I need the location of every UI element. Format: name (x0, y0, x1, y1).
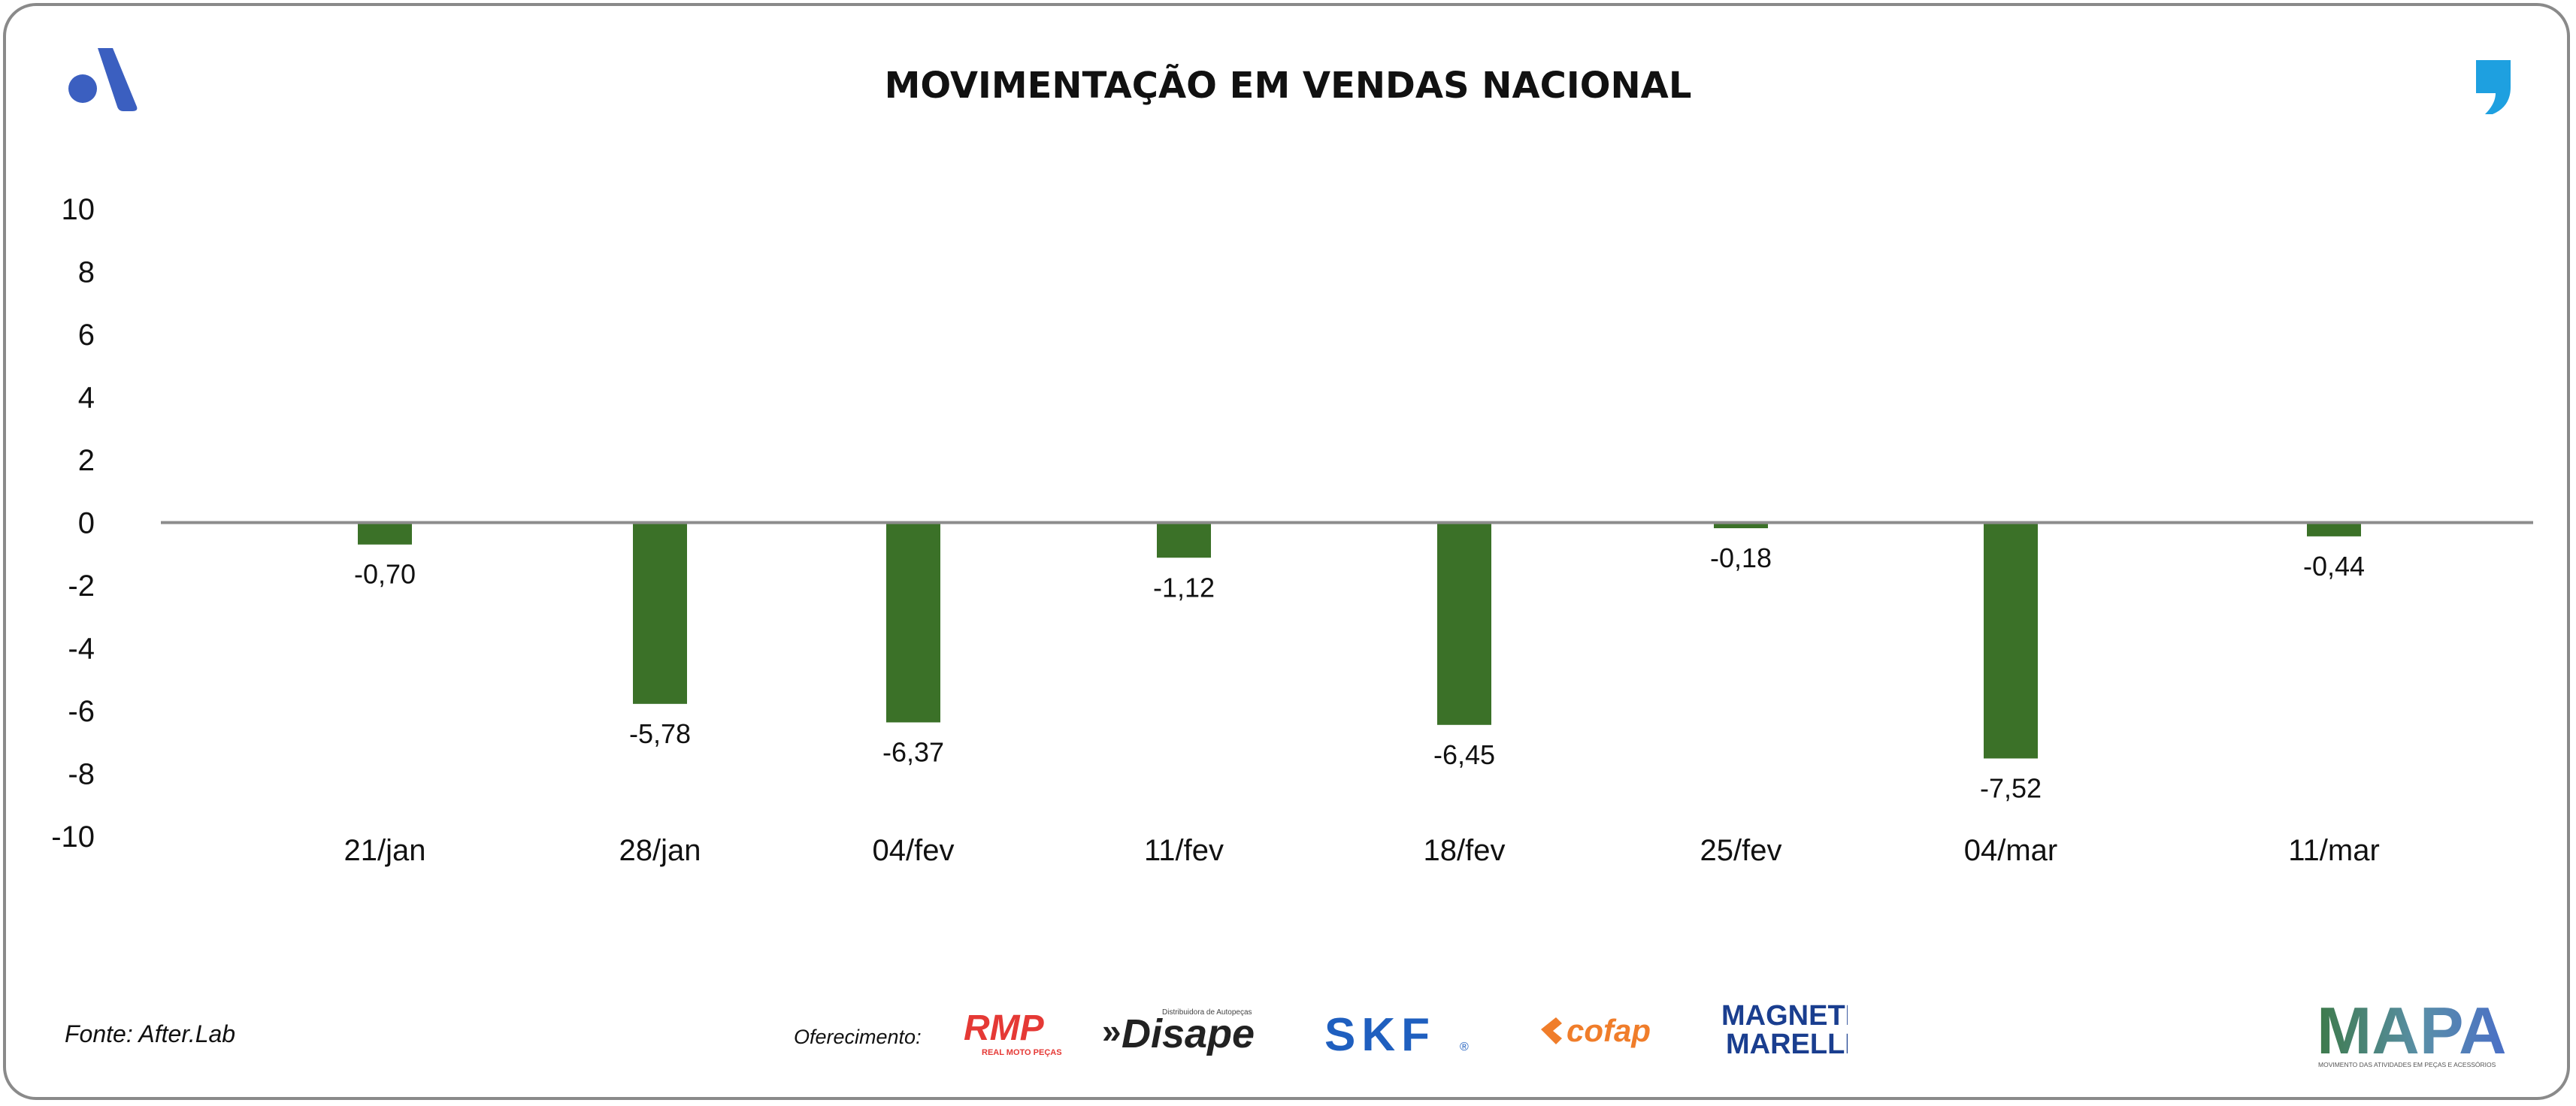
y-tick-label: 2 (78, 444, 95, 477)
marelli-logo-text: MARELLI (1726, 1029, 1848, 1059)
data-label: -0,18 (1710, 542, 1772, 573)
chart-title: MOVIMENTAÇÃO EM VENDAS NACIONAL (884, 65, 1692, 107)
x-category-label: 11/fev (1144, 834, 1224, 867)
cofap-logo-text: cofap (1566, 1013, 1651, 1048)
bar (1157, 522, 1211, 558)
x-category-label: 11/mar (2288, 834, 2380, 867)
y-tick-label: -4 (68, 633, 95, 666)
y-tick-label: 6 (78, 319, 95, 352)
mapa-logo: MAPA MOVIMENTO DAS ATIVIDADES EM PEÇAS E… (2317, 996, 2507, 1068)
data-label: -7,52 (1980, 772, 2042, 803)
sponsor-label: Oferecimento: (794, 1026, 922, 1048)
y-tick-label: -10 (51, 820, 95, 854)
disape-logo-text: Disape (1122, 1011, 1255, 1056)
data-label: -5,78 (629, 718, 691, 749)
y-tick-label: 0 (78, 507, 95, 540)
mapa-logo-text: MAPA (2317, 996, 2507, 1068)
disape-logo: » Disape Distribuidora de Autopeças (1102, 1008, 1255, 1056)
skf-logo: SKF ® (1324, 1009, 1469, 1059)
source-note: Fonte: After.Lab (65, 1020, 236, 1047)
rmp-logo-subtext: REAL MOTO PEÇAS (982, 1048, 1062, 1057)
data-label: -1,12 (1153, 572, 1215, 603)
rmp-logo: RMP REAL MOTO PEÇAS (964, 1008, 1062, 1057)
svg-text:»: » (1102, 1011, 1122, 1050)
x-category-label: 28/jan (619, 834, 701, 867)
y-tick-label: -2 (68, 570, 95, 603)
skf-registered-mark: ® (1460, 1041, 1469, 1053)
rmp-logo-text: RMP (964, 1008, 1045, 1048)
y-tick-label: 10 (62, 193, 95, 226)
brand-logo-icon (68, 48, 138, 111)
x-category-label: 25/fev (1700, 834, 1782, 867)
x-category-label: 21/jan (344, 834, 426, 867)
skf-logo-text: SKF (1324, 1009, 1436, 1059)
x-category-label: 18/fev (1424, 834, 1506, 867)
bar (1437, 522, 1491, 725)
magneti-marelli-logo: MAGNETI MARELLI (1721, 1000, 1848, 1059)
quote-mark-icon (2476, 60, 2511, 114)
x-category-label: 04/mar (1964, 834, 2058, 867)
data-label: -0,44 (2303, 551, 2365, 582)
magneti-logo-text: MAGNETI (1721, 1000, 1848, 1032)
bar (1714, 522, 1768, 529)
mapa-logo-tagline: MOVIMENTO DAS ATIVIDADES EM PEÇAS E ACES… (2318, 1061, 2496, 1068)
chart-card (3, 3, 2570, 1100)
bar (2307, 522, 2361, 536)
bar (886, 522, 940, 723)
disape-logo-subtext: Distribuidora de Autopeças (1162, 1008, 1252, 1017)
y-tick-label: 8 (78, 256, 95, 289)
x-category-label: 04/fev (873, 834, 955, 867)
bar (1984, 522, 2038, 759)
y-tick-label: -8 (68, 758, 95, 791)
data-label: -6,45 (1433, 739, 1495, 770)
bar (633, 522, 687, 704)
data-label: -6,37 (882, 736, 944, 767)
y-tick-label: -6 (68, 695, 95, 728)
y-tick-label: 4 (78, 382, 95, 415)
bar (358, 522, 412, 545)
cofap-logo: cofap (1541, 1013, 1651, 1048)
data-label: -0,70 (354, 559, 416, 590)
